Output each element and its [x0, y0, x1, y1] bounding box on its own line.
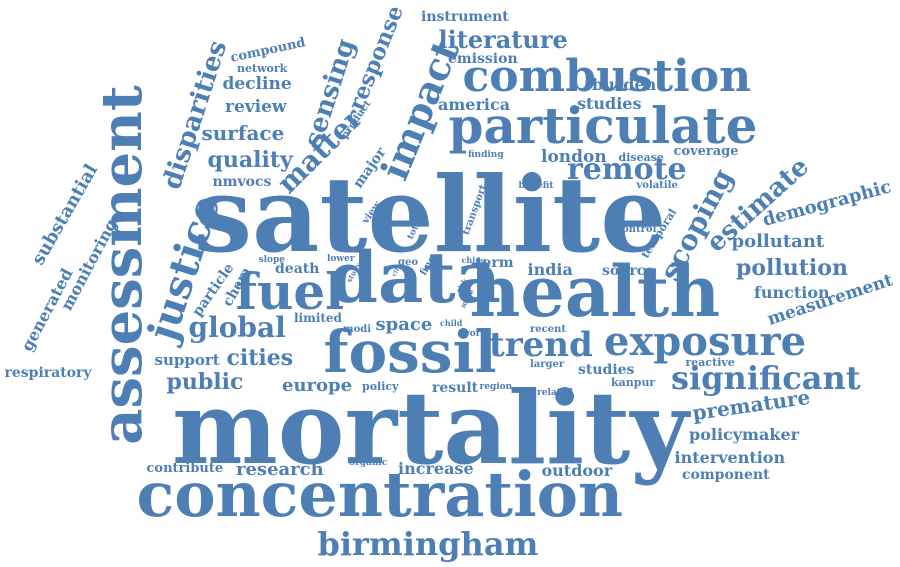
cloud-word: mortality [172, 369, 689, 487]
cloud-word: public [166, 369, 244, 395]
cloud-word: limited [294, 311, 342, 325]
cloud-word: finding [468, 149, 504, 160]
cloud-word: component [682, 467, 770, 483]
cloud-word: america [438, 95, 511, 114]
cloud-word: coverage [673, 143, 739, 159]
cloud-word: network [237, 61, 288, 75]
cloud-word: pollutant [731, 231, 825, 252]
cloud-word: support [154, 350, 220, 369]
cloud-word: burden [592, 75, 657, 94]
cloud-word: particulate [448, 96, 758, 155]
cloud-word: source [602, 263, 655, 279]
cloud-word: trend [489, 325, 593, 365]
cloud-word: increase [398, 459, 474, 478]
cloud-word: fossil [323, 318, 497, 386]
cloud-word: modi [343, 324, 372, 335]
cloud-word: larger [530, 359, 565, 370]
cloud-word: policy [362, 379, 399, 393]
cloud-word: world [462, 328, 491, 339]
cloud-word: emission [448, 51, 518, 67]
cloud-word: remote [567, 152, 687, 187]
cloud-word: pollution [736, 255, 848, 281]
cloud-word: function [754, 283, 830, 302]
cloud-word: slope [258, 254, 286, 265]
cloud-word: child [440, 318, 463, 328]
cloud-word: health [469, 250, 721, 333]
cloud-word: control [616, 224, 657, 235]
cloud-word: benefit [518, 180, 554, 191]
cloud-word: term [476, 255, 514, 271]
cloud-word: lower [327, 253, 355, 264]
cloud-word: geo [398, 257, 419, 268]
cloud-word: organic [349, 457, 388, 468]
cloud-word: reactive [685, 355, 735, 369]
cloud-word: cities [226, 345, 294, 371]
cloud-word: research [236, 459, 324, 480]
cloud-word: contribute [146, 460, 224, 476]
cloud-word: studies [577, 94, 642, 113]
cloud-word: birmingham [317, 525, 539, 563]
cloud-word: nmvocs [212, 174, 272, 190]
cloud-word: review [225, 96, 287, 117]
cloud-word: studies [578, 362, 635, 378]
cloud-word: fuel [235, 262, 345, 321]
cloud-word: respiratory [4, 365, 92, 381]
cloud-word: disease [618, 150, 664, 164]
cloud-word: data [329, 236, 501, 319]
cloud-word: intervention [674, 448, 786, 467]
cloud-word: combustion [462, 51, 752, 102]
cloud-word: kanpur [611, 375, 656, 389]
cloud-word: surface [201, 121, 285, 145]
cloud-word: policymaker [689, 425, 800, 444]
cloud-word: europe [282, 375, 353, 396]
cloud-word: quality [207, 147, 293, 173]
cloud-word: instrument [421, 9, 509, 25]
cloud-word: outdoor [541, 461, 613, 480]
cloud-word: london [541, 146, 607, 167]
cloud-word: significant [671, 359, 861, 397]
cloud-word: region [479, 381, 513, 392]
cloud-word: exposure [604, 318, 807, 365]
cloud-word: assessment [88, 85, 155, 445]
cloud-word: india [527, 260, 573, 279]
cloud-word: satellite [193, 153, 667, 276]
cloud-word: literature [438, 25, 568, 54]
cloud-word: result [432, 380, 479, 396]
cloud-word: compound [229, 34, 307, 66]
cloud-word: volatile [636, 180, 678, 191]
cloud-word: space [375, 314, 433, 335]
cloud-word: global [188, 311, 286, 344]
cloud-word: china [461, 255, 487, 265]
cloud-word: decline [222, 73, 292, 94]
cloud-word: death [275, 261, 320, 277]
cloud-word: concentration [136, 458, 624, 531]
cloud-word: recent [530, 324, 566, 335]
cloud-word: related [537, 387, 573, 398]
